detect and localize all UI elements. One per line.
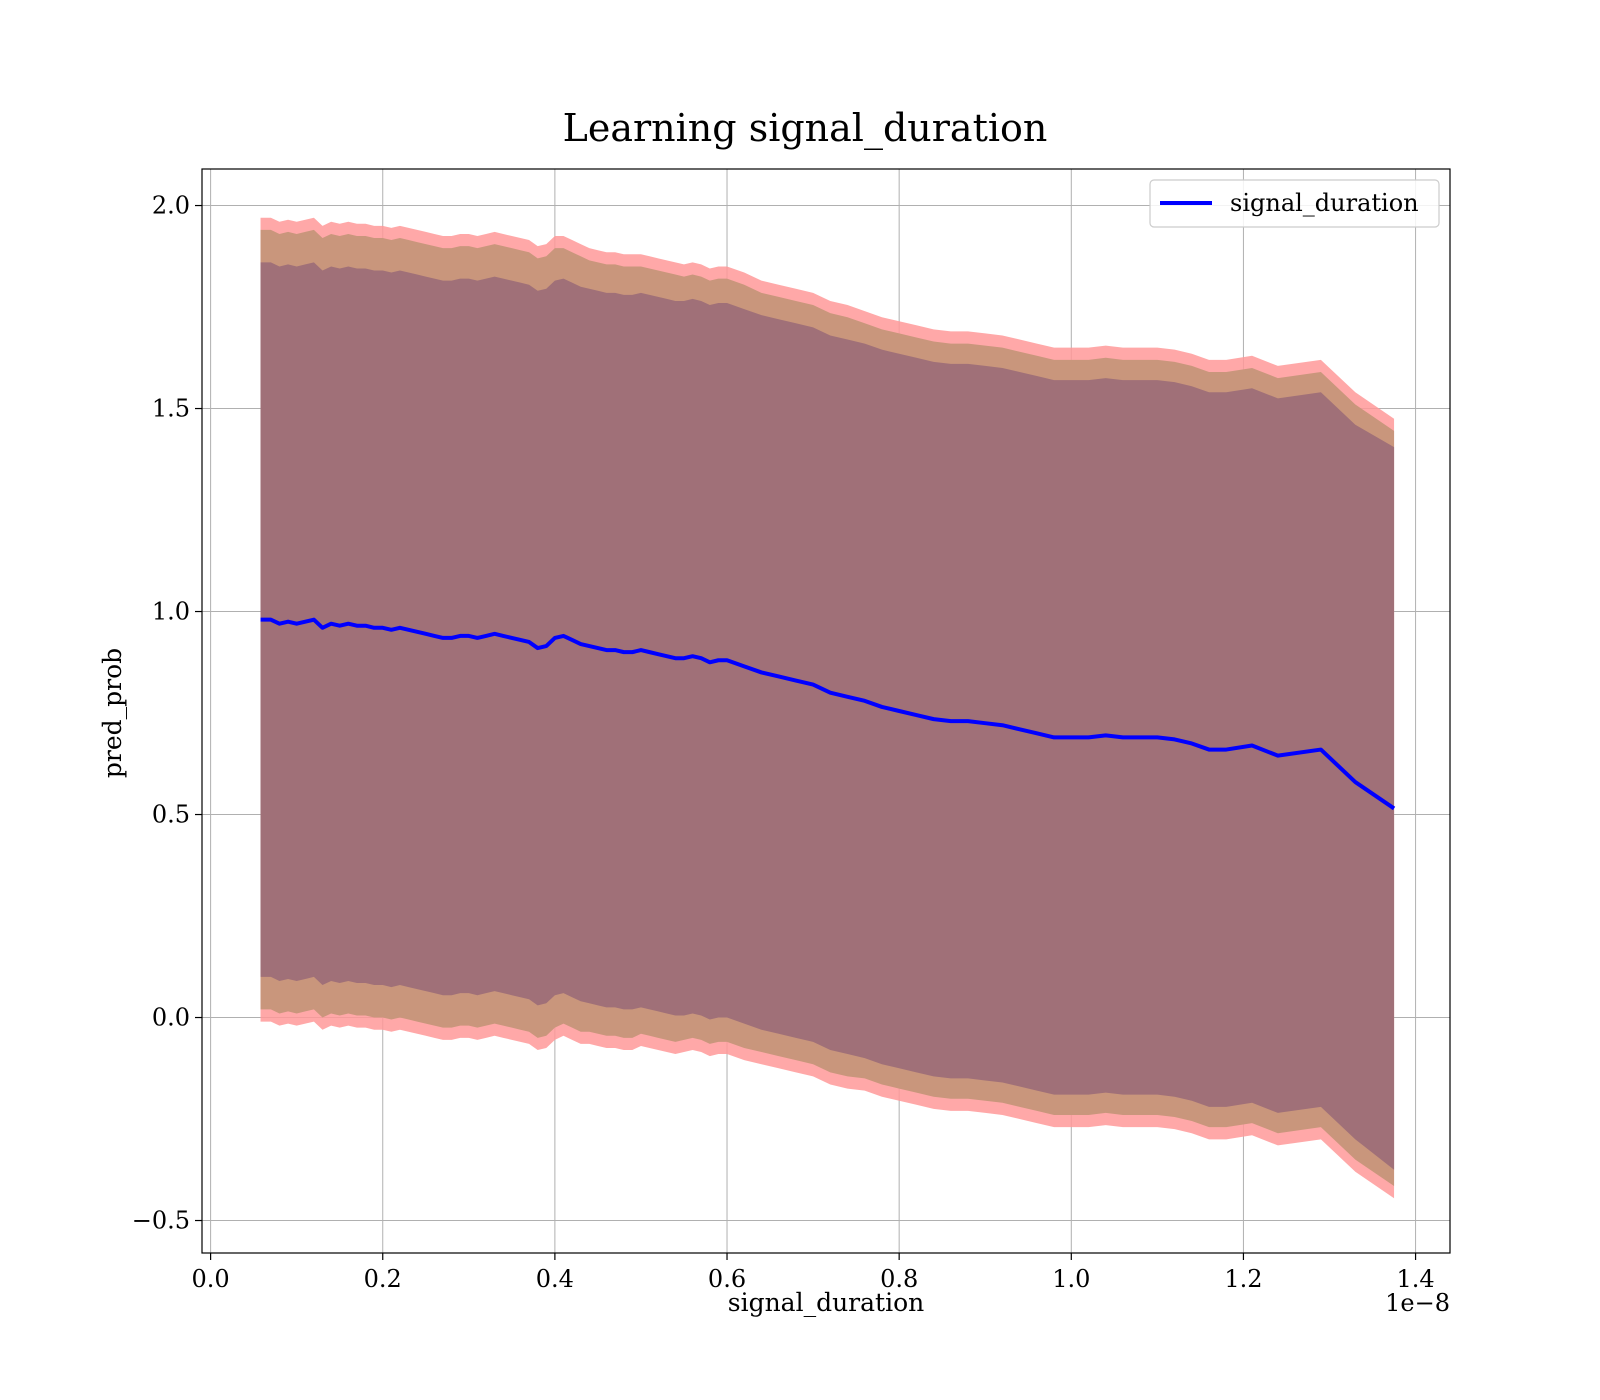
y-tick-label: 1.5	[152, 395, 190, 423]
legend-box	[1149, 179, 1440, 228]
y-axis-label: pred_prob	[98, 648, 127, 778]
x-tick-label: 0.8	[880, 1265, 918, 1293]
x-tick-label: 0.6	[708, 1265, 746, 1293]
x-tick-label: 0.2	[364, 1265, 402, 1293]
x-tick-label: 1.4	[1396, 1265, 1434, 1293]
y-axis-ticks: −0.5 0.0 0.5 1.0 1.5 2.0	[132, 192, 202, 1235]
y-tick-label: 2.0	[152, 192, 190, 220]
y-tick-label: 1.0	[152, 598, 190, 626]
x-axis-offset-label: 1e−8	[1385, 1289, 1450, 1317]
x-tick-label: 1.2	[1224, 1265, 1262, 1293]
band-inner	[260, 262, 1395, 1170]
confidence-bands	[260, 217, 1395, 1199]
chart-title: Learning signal_duration	[563, 106, 1048, 151]
x-tick-label: 0.0	[192, 1265, 230, 1293]
plot-frame	[201, 168, 1451, 1254]
series-line-signal-duration	[260, 617, 1396, 811]
x-axis-label: signal_duration	[728, 1288, 924, 1317]
legend: signal_duration	[1149, 179, 1440, 228]
y-tick-label: −0.5	[132, 1207, 190, 1235]
legend-label: signal_duration	[1230, 189, 1419, 217]
y-tick-label: 0.0	[152, 1004, 190, 1032]
series-lines	[260, 617, 1396, 811]
x-axis-ticks: 0.0 0.2 0.4 0.6 0.8 1.0 1.2 1.4	[192, 1253, 1435, 1293]
x-tick-label: 1.0	[1052, 1265, 1090, 1293]
x-tick-label: 0.4	[536, 1265, 574, 1293]
y-tick-label: 0.5	[152, 801, 190, 829]
